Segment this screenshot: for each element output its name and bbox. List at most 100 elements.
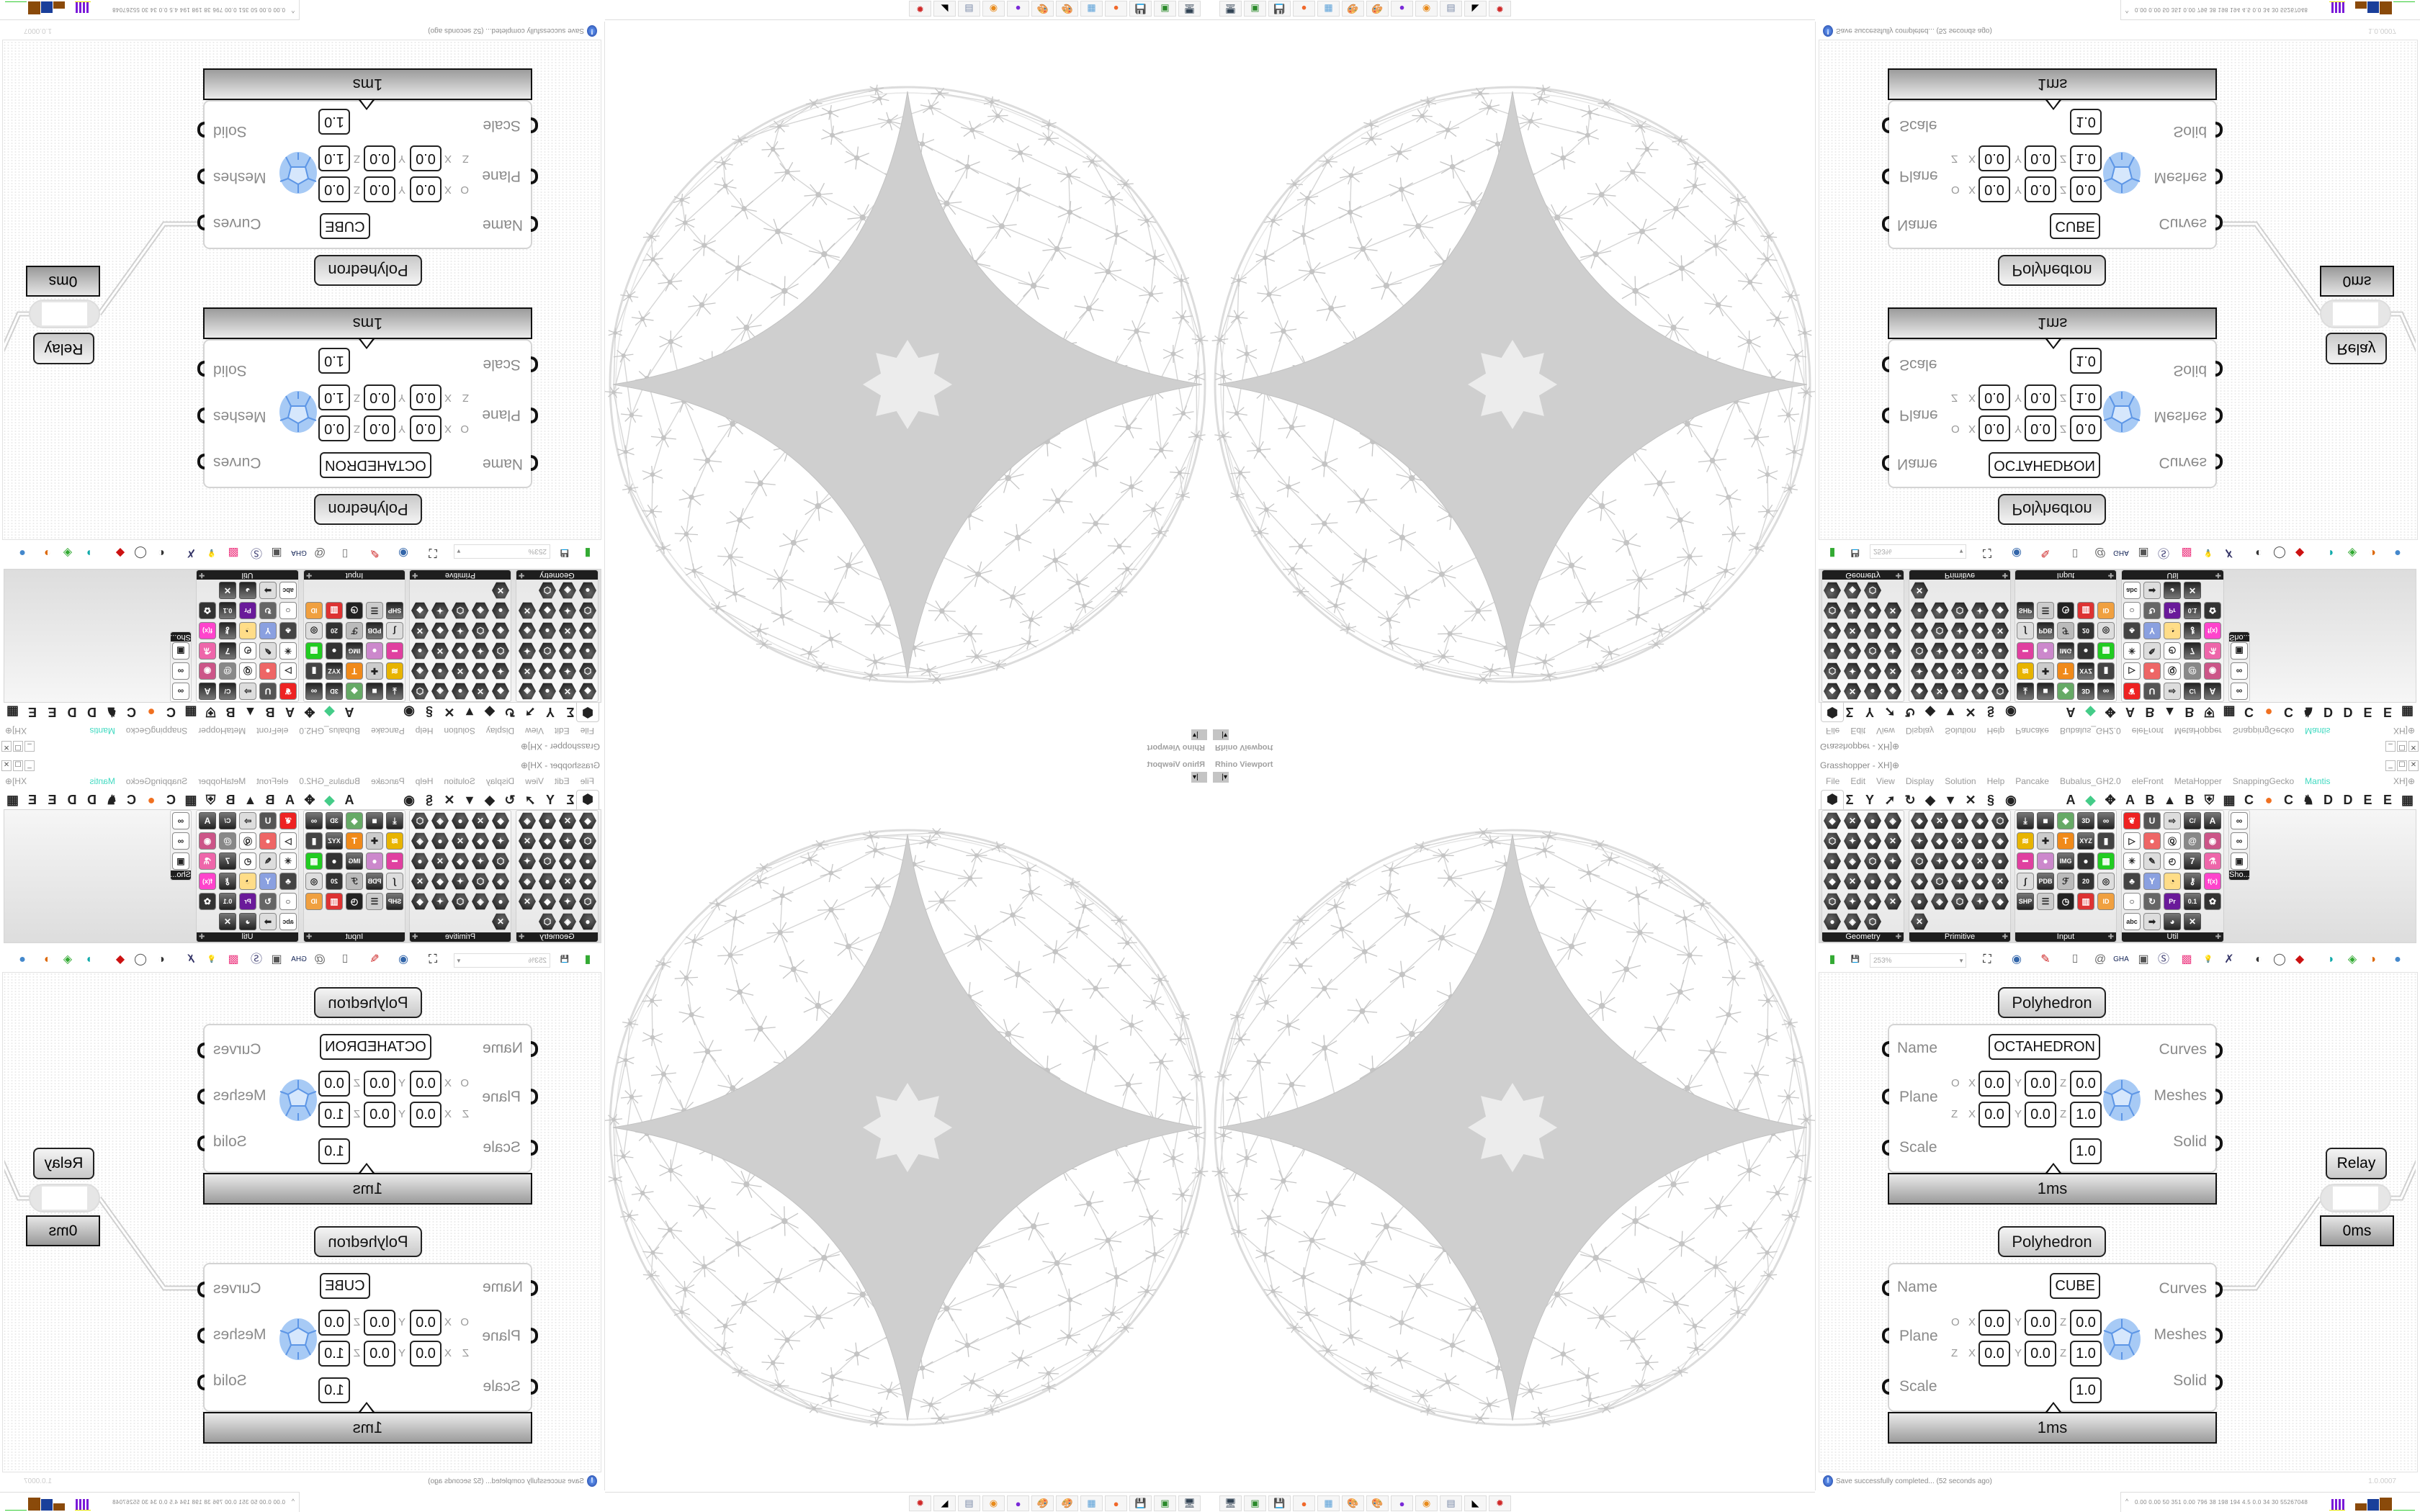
input-port-name[interactable] [531, 1280, 538, 1296]
spiral-icon[interactable]: ◈ [519, 683, 536, 700]
taskbar-paint-2-icon[interactable]: 🎨 [1366, 1, 1389, 17]
tab-vector-icon[interactable]: ➚ [524, 793, 536, 807]
zoom-level-field[interactable]: 253% ▼ [454, 544, 550, 559]
y-box-icon[interactable]: Y [2143, 873, 2161, 890]
fx-icon[interactable]: f(x) [199, 873, 216, 890]
taskbar-paint-icon[interactable]: 🎨 [1342, 1495, 1364, 1511]
maximize-button[interactable]: ☐ [13, 741, 23, 752]
origin-z-box[interactable]: 0.0 [318, 176, 350, 202]
menu-edit[interactable]: Edit [554, 726, 570, 736]
taskbar-calculator-icon[interactable]: ▦ [1080, 1, 1103, 17]
input-port-plane[interactable] [1882, 1328, 1889, 1344]
taskbar-paint-2-icon[interactable]: 🎨 [1031, 1, 1054, 17]
grasshopper-canvas[interactable]: Polyhedron Name Plane Scale Curves Meshes Soli… [2, 972, 601, 1472]
panel-expand-icon[interactable]: ✚ [306, 571, 313, 579]
flask-icon[interactable]: ⚗ [199, 852, 216, 870]
box-icon[interactable]: ✕ [1844, 873, 1861, 890]
cross-icon[interactable]: ◈ [1911, 622, 1928, 639]
tab-plugin-mountain-icon[interactable]: ▲ [243, 705, 257, 719]
green-shape-icon[interactable]: ◈ [2347, 953, 2357, 966]
tab-plugin-c-2-icon[interactable]: C [2284, 793, 2293, 807]
origin-y-box[interactable]: 0.0 [2025, 1071, 2056, 1097]
arrow-dark-icon[interactable]: ➡ [2143, 913, 2161, 930]
graph-icon[interactable]: ∫ [386, 622, 403, 639]
tray-expand-icon[interactable]: ^ [2125, 1498, 2129, 1505]
gha-icon[interactable]: GHA [291, 955, 307, 963]
origin-y-box[interactable]: 0.0 [364, 1071, 395, 1097]
ball-icon[interactable]: ◆ [1991, 602, 2009, 619]
output-port-meshes[interactable] [2215, 168, 2223, 184]
tab-plugin-mountain-icon[interactable]: ▲ [243, 793, 257, 807]
output-port-curves[interactable] [2215, 454, 2223, 469]
black-box-icon[interactable]: ■ [2037, 683, 2054, 700]
menu-view[interactable]: View [525, 776, 544, 786]
component-body[interactable]: Name Plane Scale Curves Meshes Solid OCTAHEDRO… [1888, 1024, 2217, 1173]
graph-icon[interactable]: ∫ [386, 873, 403, 890]
eye-pink-icon[interactable]: ◉ [199, 832, 216, 850]
component-body[interactable]: Name Plane Scale Curves Meshes Solid CUBE O X 0.0… [1888, 1263, 2217, 1412]
list-icon[interactable]: ☰ [2037, 602, 2054, 619]
origin-x-box[interactable]: 0.0 [1978, 415, 2010, 441]
shear-icon[interactable]: ⬡ [492, 642, 509, 660]
search-arrow-icon[interactable]: Ⓠ [2164, 832, 2181, 850]
timer-icon[interactable]: ◴ [2164, 852, 2181, 870]
polyhedron-component-cube[interactable]: Polyhedron Name Plane Scale Curves Meshes Soli… [2, 1212, 601, 1457]
net-icon[interactable]: ◈ [559, 913, 576, 930]
crossover-icon[interactable]: ✗ [186, 546, 196, 559]
tab-plugin-d-2-icon[interactable]: D [67, 793, 77, 807]
leaf-icon[interactable]: ✦ [1951, 622, 1968, 639]
sketch-brush-icon[interactable]: ✎ [2040, 546, 2051, 559]
zaxis-y-box[interactable]: 0.0 [2025, 145, 2056, 171]
taskbar-firefox-icon[interactable]: ● [1105, 1, 1127, 17]
input-port-plane[interactable] [1882, 408, 1889, 423]
net-icon[interactable]: ◈ [1844, 913, 1861, 930]
axes-icon[interactable]: ✳ [2123, 642, 2141, 660]
hatch-icon[interactable]: ◆ [452, 852, 469, 870]
polyline-icon[interactable]: ● [539, 812, 556, 829]
output-port-solid[interactable] [197, 1135, 205, 1151]
menu-view[interactable]: View [525, 726, 544, 736]
tree-icon[interactable]: ⬡ [1931, 873, 1948, 890]
output-port-meshes[interactable] [2215, 408, 2223, 423]
gear-prim-icon[interactable]: ◈ [411, 832, 429, 850]
window-icon[interactable]: ▣ [2138, 953, 2149, 966]
tab-plugin-b-icon[interactable]: B [265, 705, 275, 719]
tree-icon[interactable]: ⬡ [472, 622, 489, 639]
input-port-scale[interactable] [531, 1379, 538, 1395]
polyface-icon[interactable]: ✦ [492, 832, 509, 850]
search-arrow-icon[interactable]: Ⓠ [239, 832, 256, 850]
3dm-icon[interactable]: 3D [326, 683, 343, 700]
3dm-icon[interactable]: 3D [2077, 683, 2094, 700]
text-icon[interactable]: ⬡ [1864, 642, 1881, 660]
tab-plugin-c-2-icon[interactable]: C [2284, 705, 2293, 719]
y-box-icon[interactable]: Y [259, 622, 277, 639]
relay-node[interactable] [29, 1184, 100, 1212]
goggles-2-icon[interactable]: ∞ [172, 662, 189, 680]
zaxis-y-box[interactable]: 0.0 [364, 1102, 395, 1128]
taskbar-blender-icon[interactable]: ◉ [982, 1, 1005, 17]
gauge-icon[interactable]: ◕ [2164, 913, 2181, 930]
premiere-icon[interactable]: Pr [2164, 602, 2181, 619]
panel-expand-icon[interactable]: ✚ [2002, 933, 2008, 941]
search-s-icon[interactable]: Ⓢ [251, 546, 263, 559]
uc-icon[interactable]: ✦ [1931, 852, 1948, 870]
polyline-icon[interactable]: ● [1864, 812, 1881, 829]
chevron-down-icon[interactable]: ▼ [1958, 548, 1964, 554]
taskbar-screen-capture-icon[interactable]: 🖥 [1219, 1, 1242, 17]
swatch-rainbow-icon[interactable]: ▥ [2077, 893, 2094, 910]
wave-icon[interactable]: ✦ [519, 642, 536, 660]
zoom-extents-icon[interactable]: ⛶ [1983, 546, 1991, 559]
clock-icon[interactable]: ✕ [1951, 662, 1968, 680]
component-body[interactable]: Name Plane Scale Curves Meshes Solid OCTAHEDRO… [203, 1024, 532, 1173]
fx-icon[interactable]: f(x) [199, 622, 216, 639]
checker-green-icon[interactable]: ▦ [2097, 642, 2115, 660]
panel-label[interactable]: Sho... [2229, 632, 2250, 642]
panel-label[interactable]: Util [197, 570, 298, 580]
panel-label[interactable]: Util [2122, 570, 2223, 580]
tab-plugin-d-icon[interactable]: D [2323, 793, 2333, 807]
tab-transform-icon[interactable]: § [426, 793, 434, 807]
tab-plugin-grid-2-icon[interactable]: ▦ [2401, 793, 2414, 807]
arrow-right-icon[interactable]: ⇨ [239, 683, 256, 700]
frame-icon[interactable]: ◆ [539, 602, 556, 619]
tab-transform-icon[interactable]: § [1986, 793, 1994, 807]
